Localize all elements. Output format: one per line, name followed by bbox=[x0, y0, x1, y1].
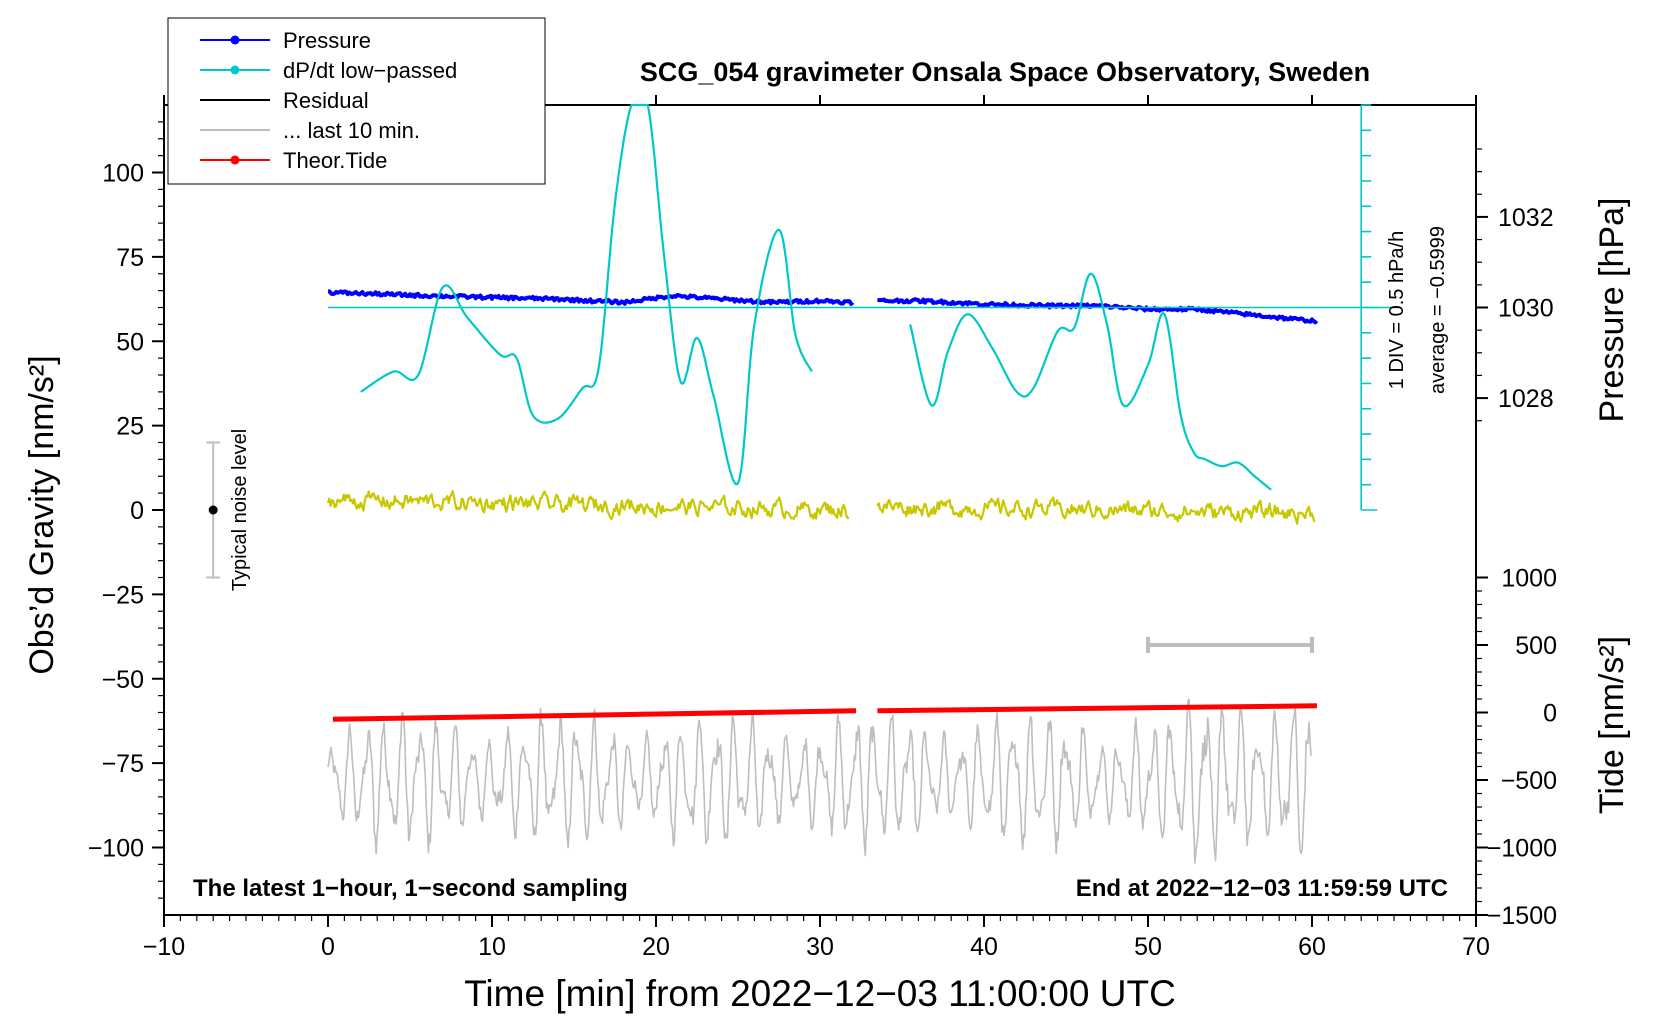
y-tick-label: 25 bbox=[116, 413, 144, 441]
footer-right-label: End at 2022−12−03 11:59:59 UTC bbox=[1076, 875, 1448, 902]
legend-swatch-marker bbox=[230, 155, 240, 165]
y-tick-label: −25 bbox=[102, 581, 144, 609]
x-axis-label: Time [min] from 2022−12−03 11:00:00 UTC bbox=[464, 973, 1176, 1014]
last-10-min-bar bbox=[1146, 637, 1314, 653]
footer-left-label: The latest 1−hour, 1−second sampling bbox=[193, 875, 628, 902]
pressure-tick-label: 1032 bbox=[1498, 204, 1554, 232]
pressure-segment bbox=[877, 297, 1319, 325]
y-tick-label: −100 bbox=[88, 835, 144, 863]
theor-tide-series bbox=[332, 703, 1317, 722]
y-axis-left: −100 −75 −50 −25 0 25 50 75 100 bbox=[88, 121, 164, 899]
last-10-min-line bbox=[327, 698, 1312, 864]
tide-tick-label: −1000 bbox=[1487, 835, 1557, 863]
theor-tide-segment bbox=[332, 708, 857, 722]
tide-tick-label: −1500 bbox=[1487, 902, 1557, 930]
y-axis-tide-label: Tide [nm/s²] bbox=[1593, 636, 1631, 814]
last-10-min-series bbox=[327, 698, 1312, 864]
pressure-series bbox=[327, 289, 1319, 325]
residual-smoothed-series bbox=[326, 490, 1316, 525]
dpdt-average-label: average = −0.5999 bbox=[1427, 226, 1449, 394]
legend-entry-label: Residual bbox=[283, 88, 369, 113]
dpdt-segment bbox=[360, 103, 813, 486]
legend: Pressure dP/dt low−passed Residual ... last… bbox=[167, 17, 546, 185]
dpdt-scale-label: 1 DIV = 0.5 hPa/h bbox=[1386, 231, 1408, 389]
y-axis-pressure: 1028 1030 1032 bbox=[1476, 148, 1554, 422]
pressure-tick-label: 1028 bbox=[1498, 385, 1554, 413]
pressure-tick-label: 1030 bbox=[1498, 295, 1554, 323]
legend-swatch-marker bbox=[230, 35, 240, 45]
x-axis: −10 0 10 20 30 40 50 60 70 bbox=[143, 95, 1490, 961]
x-tick-label: 40 bbox=[970, 933, 998, 961]
residual-smoothed-segment bbox=[326, 490, 850, 521]
tide-tick-label: −500 bbox=[1501, 767, 1557, 795]
legend-entry-label: ... last 10 min. bbox=[283, 118, 420, 143]
tide-tick-label: 500 bbox=[1515, 632, 1557, 660]
x-tick-label: 10 bbox=[478, 933, 506, 961]
y-tick-label: 75 bbox=[116, 244, 144, 272]
noise-level-bar bbox=[206, 441, 221, 579]
y-axis-pressure-label: Pressure [hPa] bbox=[1593, 198, 1631, 423]
dpdt-scale-axis bbox=[328, 104, 1399, 511]
y-axis-left-label: Obs’d Gravity [nm/s²] bbox=[23, 355, 61, 674]
tide-tick-label: 0 bbox=[1543, 700, 1557, 728]
x-tick-label: 70 bbox=[1462, 933, 1490, 961]
dpdt-series bbox=[360, 103, 1272, 491]
x-tick-label: 20 bbox=[642, 933, 670, 961]
chart-title: SCG_054 gravimeter Onsala Space Observat… bbox=[640, 57, 1370, 87]
legend-entry-label: Pressure bbox=[283, 28, 371, 53]
dpdt-segment bbox=[909, 272, 1272, 491]
noise-bar-center bbox=[208, 505, 218, 515]
noise-level-label: Typical noise level bbox=[229, 429, 251, 591]
x-tick-label: 0 bbox=[321, 933, 335, 961]
y-tick-label: −50 bbox=[102, 666, 144, 694]
y-tick-label: 100 bbox=[102, 160, 144, 188]
legend-entry-label: Theor.Tide bbox=[283, 148, 387, 173]
y-tick-label: 0 bbox=[130, 497, 144, 525]
x-tick-label: −10 bbox=[143, 933, 185, 961]
y-tick-label: 50 bbox=[116, 328, 144, 356]
y-axis-tide: −1500 −1000 −500 0 500 1000 bbox=[1476, 565, 1557, 930]
pressure-segment bbox=[327, 289, 855, 306]
y-tick-label: −75 bbox=[102, 750, 144, 778]
x-tick-label: 30 bbox=[806, 933, 834, 961]
theor-tide-segment bbox=[877, 703, 1317, 714]
residual-smoothed-segment bbox=[876, 496, 1316, 525]
legend-swatch-marker bbox=[230, 65, 240, 75]
x-tick-label: 50 bbox=[1134, 933, 1162, 961]
legend-entry-label: dP/dt low−passed bbox=[283, 58, 457, 83]
x-tick-label: 60 bbox=[1298, 933, 1326, 961]
tide-tick-label: 1000 bbox=[1501, 565, 1557, 593]
